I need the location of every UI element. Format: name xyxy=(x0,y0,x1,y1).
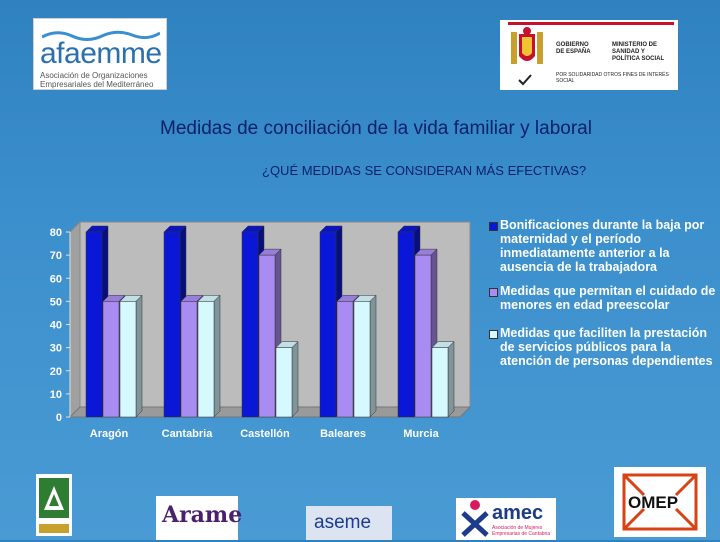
legend-item: Medidas que faciliten la prestación de s… xyxy=(486,326,718,368)
figure-icon xyxy=(461,500,489,537)
x-tick-label: Cantabria xyxy=(162,428,214,440)
page-subtitle: ¿QUÉ MEDIDAS SE CONSIDERAN MÁS EFECTIVAS… xyxy=(262,163,587,178)
x-tick-label: Aragón xyxy=(90,428,129,440)
y-tick-label: 70 xyxy=(50,250,62,262)
x-tick-label: Castellón xyxy=(240,428,290,440)
amec-logo: amec Asociación de Mujeres Empresarias d… xyxy=(456,498,556,540)
y-tick-label: 30 xyxy=(50,343,62,355)
y-tick-label: 60 xyxy=(50,273,62,285)
omep-frame-icon xyxy=(622,473,698,531)
arame-text: Arame xyxy=(162,502,243,528)
bar xyxy=(241,231,259,418)
afaemme-logo: afaemme Asociación de Organizaciones Emp… xyxy=(33,18,167,90)
bar xyxy=(119,301,137,418)
bar xyxy=(353,301,371,418)
y-tick-label: 0 xyxy=(56,412,62,424)
bar xyxy=(431,347,449,418)
legend-item: Medidas que permitan el cuidado de menor… xyxy=(486,284,718,312)
flag-stripe xyxy=(508,22,674,25)
bar-side xyxy=(135,294,143,418)
legend-swatch xyxy=(489,288,498,297)
omep-text: OMEP xyxy=(628,493,679,512)
bar xyxy=(397,231,415,418)
bar xyxy=(85,231,103,418)
y-tick-label: 20 xyxy=(50,366,62,378)
checkmark-icon xyxy=(518,74,532,86)
y-tick-label: 50 xyxy=(50,296,62,308)
gov-line3: POR SOLIDARIDAD OTROS FINES DE INTERÉS S… xyxy=(556,72,669,84)
bar xyxy=(163,231,181,418)
bar xyxy=(102,301,120,418)
bar-side xyxy=(213,294,221,418)
arame-logo: Arame xyxy=(156,496,242,540)
bar-chart: 0 10 20 30 40 50 60 70 80 Aragón Cantabria Castelló… xyxy=(50,220,472,440)
gov-line1: GOBIERNO DE ESPAÑA xyxy=(556,42,591,55)
afaemme-subtitle: Asociación de Organizaciones Empresarial… xyxy=(40,71,154,89)
legend-swatch xyxy=(489,330,498,339)
gov-line2: MINISTERIO DE SANIDAD Y POLÍTICA SOCIAL xyxy=(612,42,665,62)
bar xyxy=(180,301,198,418)
x-tick-label: Baleares xyxy=(320,428,366,440)
bar xyxy=(258,254,276,418)
bar-side xyxy=(447,341,455,418)
bar-side xyxy=(369,294,377,418)
legend-swatch xyxy=(489,222,498,231)
y-tick-label: 40 xyxy=(50,320,62,332)
government-logo: GOBIERNO DE ESPAÑA MINISTERIO DE SANIDAD… xyxy=(500,20,678,90)
afaemme-brand: afaemme xyxy=(40,37,162,70)
y-tick-label: 10 xyxy=(50,389,62,401)
chart-legend: Bonificaciones durante la baja por mater… xyxy=(486,218,718,374)
amef-logo xyxy=(36,474,72,536)
bar-side xyxy=(291,341,299,418)
page-title: Medidas de conciliación de la vida famil… xyxy=(0,118,720,140)
bar xyxy=(319,231,337,418)
bar xyxy=(275,347,293,418)
amef-emblem-icon xyxy=(39,478,69,533)
aseme-text: aseme xyxy=(314,512,372,533)
coat-of-arms-icon xyxy=(511,27,543,64)
x-tick-label: Murcia xyxy=(403,428,439,440)
aseme-logo: aseme xyxy=(306,506,392,540)
bar xyxy=(336,301,354,418)
legend-item: Bonificaciones durante la baja por mater… xyxy=(486,218,718,274)
legend-label: Medidas que faciliten la prestación de s… xyxy=(500,326,713,368)
amec-text: amec xyxy=(492,502,544,524)
legend-label: Medidas que permitan el cuidado de menor… xyxy=(500,284,716,312)
bar xyxy=(414,254,432,418)
legend-label: Bonificaciones durante la baja por mater… xyxy=(500,218,705,274)
wave-icon xyxy=(42,30,160,41)
bar xyxy=(197,301,215,418)
plot-side-wall xyxy=(69,220,81,419)
y-tick-label: 80 xyxy=(50,227,62,239)
amec-tagline: Asociación de Mujeres Empresarias de Can… xyxy=(492,525,551,537)
page-title-text: Medidas de conciliación de la vida famil… xyxy=(160,118,592,139)
omep-logo: OMEP xyxy=(614,467,706,537)
